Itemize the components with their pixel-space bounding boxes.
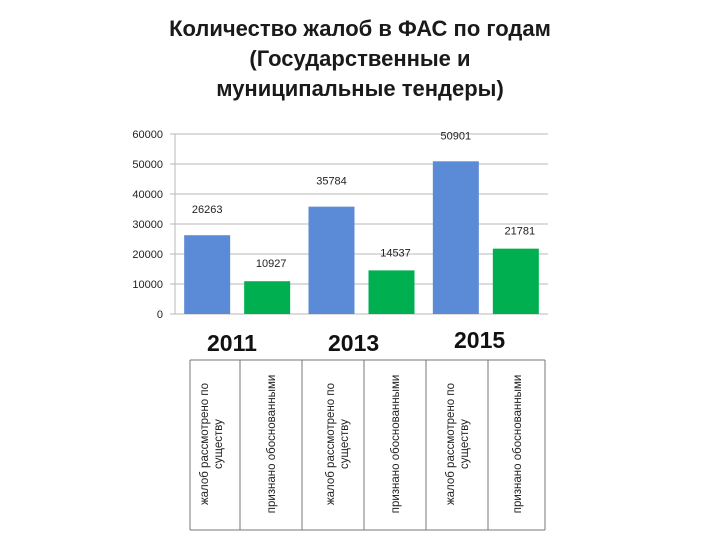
- y-tick-label-30000: 30000: [132, 219, 163, 231]
- title-line-3: муниципальные тендеры): [216, 76, 504, 101]
- year-label-2015: 2015: [454, 327, 506, 353]
- data-label-2015-series-2: 21781: [505, 226, 536, 238]
- bar-2013-series-1: [308, 206, 355, 314]
- table-cell-2013-considered: жалоб рассмотрено по существу: [325, 382, 351, 506]
- title-line-1: Количество жалоб в ФАС по годам: [169, 16, 551, 41]
- data-label-2011-series-2: 10927: [256, 258, 287, 270]
- title-line-2: (Государственные и: [249, 46, 471, 71]
- y-tick-label-50000: 50000: [132, 159, 163, 171]
- bar-2011-series-1: [184, 235, 231, 314]
- table-cell-2013-justified: признано обоснованными: [390, 374, 402, 514]
- year-label-2011: 2011: [207, 330, 257, 356]
- data-label-2013-series-1: 35784: [316, 176, 347, 188]
- data-label-2015-series-1: 50901: [441, 130, 472, 142]
- bar-2013-series-2: [368, 270, 415, 314]
- y-tick-label-20000: 20000: [132, 249, 163, 261]
- bar-2015-series-1: [432, 161, 479, 314]
- bar-2011-series-2: [244, 281, 291, 314]
- data-label-2011-series-1: 26263: [192, 204, 223, 216]
- year-label-2013: 2013: [328, 330, 380, 356]
- y-tick-label-0: 0: [157, 309, 163, 321]
- table-cell-2011-considered: жалоб рассмотрено по существу: [199, 382, 225, 506]
- y-tick-label-40000: 40000: [132, 189, 163, 201]
- bar-2015-series-2: [492, 248, 539, 314]
- table-cell-2015-justified: признано обоснованными: [512, 374, 524, 514]
- chart-title: Количество жалоб в ФАС по годам (Государ…: [0, 14, 720, 104]
- y-tick-label-60000: 60000: [132, 129, 163, 141]
- table-cell-2011-justified: признано обоснованными: [266, 374, 278, 514]
- y-tick-label-10000: 10000: [132, 279, 163, 291]
- data-label-2013-series-2: 14537: [380, 247, 411, 259]
- table-cell-2015-considered: жалоб рассмотрено по существу: [445, 382, 471, 506]
